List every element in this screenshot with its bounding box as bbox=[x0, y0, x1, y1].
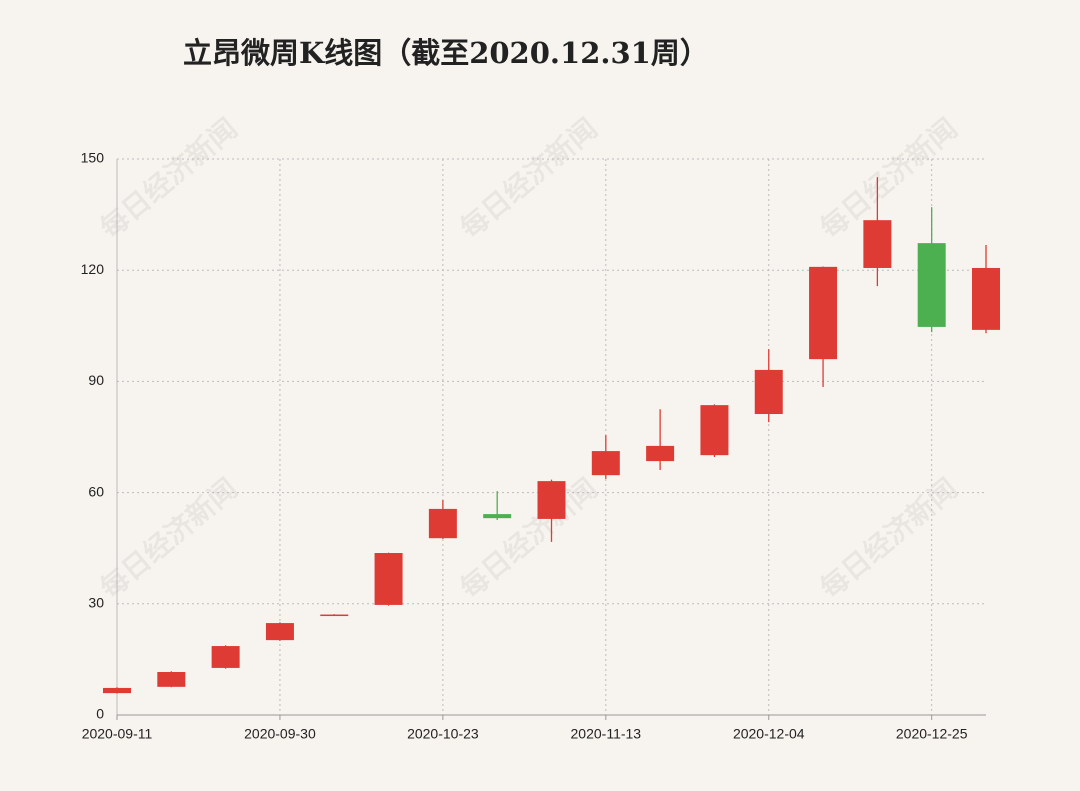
candle-body bbox=[863, 220, 892, 268]
x-tick-label: 2020-09-30 bbox=[244, 726, 316, 742]
candle-body bbox=[265, 623, 294, 641]
candle-body bbox=[700, 405, 729, 456]
candle-body bbox=[917, 243, 946, 327]
candle-body bbox=[754, 369, 783, 415]
y-tick-label: 90 bbox=[88, 372, 104, 388]
candle-body bbox=[591, 451, 620, 476]
candle-body bbox=[537, 481, 566, 519]
x-tick-label: 2020-12-04 bbox=[733, 726, 805, 742]
candle-body bbox=[809, 266, 838, 360]
y-tick-label: 30 bbox=[88, 595, 104, 611]
chart-title: 立昂微周K线图（截至2020.12.31周） bbox=[183, 36, 709, 70]
candle-body bbox=[428, 508, 457, 539]
x-tick-label: 2020-09-11 bbox=[82, 726, 153, 742]
candle-body bbox=[320, 614, 349, 617]
candle-body bbox=[972, 267, 1000, 330]
x-tick-label: 2020-10-23 bbox=[407, 726, 479, 742]
candle-body bbox=[157, 672, 186, 687]
y-tick-label: 60 bbox=[88, 483, 104, 499]
y-tick-label: 0 bbox=[96, 706, 104, 722]
candle-body bbox=[211, 646, 240, 668]
x-tick-label: 2020-12-25 bbox=[896, 726, 968, 742]
x-tick-label: 2020-11-13 bbox=[571, 726, 642, 742]
candle-body bbox=[483, 514, 512, 519]
candle-body bbox=[103, 687, 131, 694]
candle-body bbox=[646, 445, 675, 462]
y-tick-label: 150 bbox=[81, 150, 105, 166]
y-tick-label: 120 bbox=[81, 261, 105, 277]
candle-body bbox=[374, 553, 403, 605]
